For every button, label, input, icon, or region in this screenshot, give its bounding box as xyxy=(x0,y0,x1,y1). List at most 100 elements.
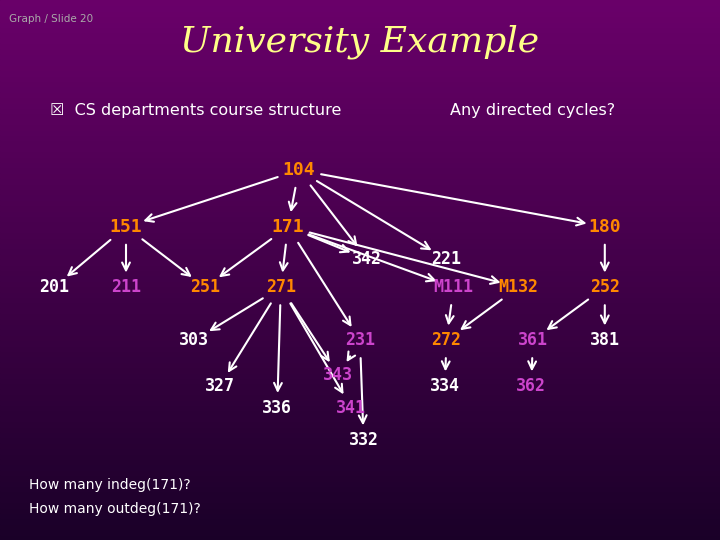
Bar xyxy=(0,405,720,410)
Bar xyxy=(0,140,720,146)
Bar xyxy=(0,464,720,470)
Bar xyxy=(0,302,720,308)
Bar xyxy=(0,481,720,486)
Bar xyxy=(0,173,720,178)
Bar xyxy=(0,22,720,27)
Text: University Example: University Example xyxy=(181,24,539,59)
Bar xyxy=(0,497,720,502)
Bar xyxy=(0,200,720,205)
Text: 381: 381 xyxy=(590,331,620,349)
Bar xyxy=(0,205,720,211)
Bar xyxy=(0,421,720,427)
Bar xyxy=(0,81,720,86)
Bar xyxy=(0,356,720,362)
Bar xyxy=(0,27,720,32)
Bar xyxy=(0,221,720,227)
Bar xyxy=(0,92,720,97)
Text: 362: 362 xyxy=(516,377,546,395)
Bar xyxy=(0,49,720,54)
Bar xyxy=(0,518,720,524)
Bar xyxy=(0,524,720,529)
Text: 303: 303 xyxy=(179,331,210,349)
Bar xyxy=(0,113,720,119)
Bar xyxy=(0,502,720,508)
Bar xyxy=(0,43,720,49)
Bar xyxy=(0,324,720,329)
Bar xyxy=(0,362,720,367)
Bar xyxy=(0,216,720,221)
Bar xyxy=(0,454,720,459)
Bar xyxy=(0,265,720,270)
Bar xyxy=(0,254,720,259)
Bar xyxy=(0,178,720,184)
Bar xyxy=(0,491,720,497)
Text: 180: 180 xyxy=(588,218,621,236)
Text: 231: 231 xyxy=(345,331,375,349)
Bar xyxy=(0,151,720,157)
Text: How many indeg(171)?
How many outdeg(171)?: How many indeg(171)? How many outdeg(171… xyxy=(29,478,201,516)
Bar xyxy=(0,367,720,373)
Text: 201: 201 xyxy=(39,278,69,296)
Bar xyxy=(0,513,720,518)
Bar xyxy=(0,383,720,389)
Text: 252: 252 xyxy=(590,278,620,296)
Bar xyxy=(0,65,720,70)
Bar xyxy=(0,275,720,281)
Bar xyxy=(0,86,720,92)
Bar xyxy=(0,189,720,194)
Bar xyxy=(0,124,720,130)
Bar xyxy=(0,448,720,454)
Bar xyxy=(0,351,720,356)
Text: 211: 211 xyxy=(111,278,141,296)
Bar xyxy=(0,270,720,275)
Text: 272: 272 xyxy=(431,331,462,349)
Bar xyxy=(0,313,720,319)
Bar xyxy=(0,297,720,302)
Bar xyxy=(0,157,720,162)
Bar xyxy=(0,38,720,43)
Bar xyxy=(0,416,720,421)
Bar xyxy=(0,130,720,135)
Text: 271: 271 xyxy=(266,278,296,296)
Bar xyxy=(0,108,720,113)
Bar xyxy=(0,167,720,173)
Bar xyxy=(0,135,720,140)
Bar xyxy=(0,443,720,448)
Bar xyxy=(0,378,720,383)
Text: 221: 221 xyxy=(431,250,462,268)
Bar xyxy=(0,346,720,351)
Bar xyxy=(0,427,720,432)
Bar xyxy=(0,373,720,378)
Bar xyxy=(0,470,720,475)
Bar xyxy=(0,194,720,200)
Text: 171: 171 xyxy=(271,218,305,236)
Text: 343: 343 xyxy=(323,366,354,384)
Bar xyxy=(0,5,720,11)
Bar xyxy=(0,97,720,103)
Bar xyxy=(0,211,720,216)
Bar xyxy=(0,529,720,535)
Text: Graph / Slide 20: Graph / Slide 20 xyxy=(9,14,93,24)
Bar xyxy=(0,394,720,400)
Bar xyxy=(0,146,720,151)
Bar xyxy=(0,319,720,324)
Bar xyxy=(0,329,720,335)
Bar xyxy=(0,335,720,340)
Text: 336: 336 xyxy=(262,399,292,417)
Text: 251: 251 xyxy=(190,278,220,296)
Text: 342: 342 xyxy=(352,250,382,268)
Bar xyxy=(0,162,720,167)
Text: 332: 332 xyxy=(348,431,379,449)
Bar xyxy=(0,16,720,22)
Bar xyxy=(0,227,720,232)
Bar xyxy=(0,389,720,394)
Bar xyxy=(0,232,720,238)
Bar xyxy=(0,400,720,405)
Text: 361: 361 xyxy=(518,331,548,349)
Bar xyxy=(0,486,720,491)
Bar xyxy=(0,59,720,65)
Bar xyxy=(0,32,720,38)
Bar xyxy=(0,432,720,437)
Bar xyxy=(0,0,720,5)
Bar xyxy=(0,286,720,292)
